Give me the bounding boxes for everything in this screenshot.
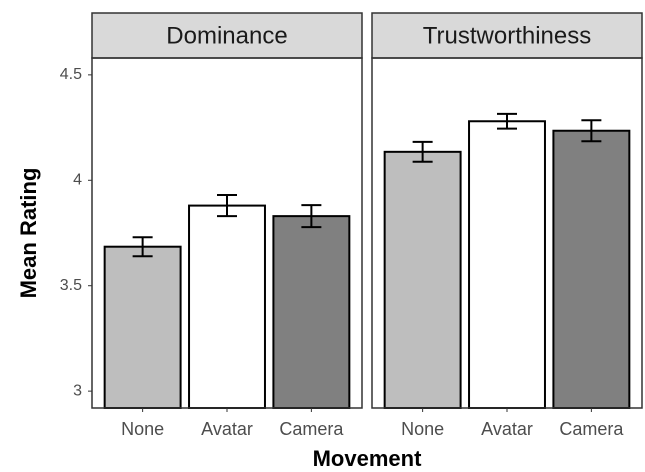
facet-title: Dominance [166, 22, 287, 49]
bar [188, 204, 266, 409]
bar [468, 120, 546, 409]
facet-title: Trustworthiness [423, 22, 592, 49]
x-tick-label: None [121, 419, 164, 439]
bar [272, 215, 351, 409]
error-bar [217, 194, 237, 218]
facet-strip [371, 12, 643, 59]
x-tick-label: Camera [559, 419, 624, 439]
panel-border [371, 57, 643, 409]
y-tick-label: 4 [73, 172, 82, 189]
error-bar [412, 140, 433, 163]
error-bar [497, 112, 517, 130]
bar [552, 129, 631, 409]
facet-strip [91, 12, 363, 59]
x-tick-label: Avatar [481, 419, 533, 439]
error-bar [301, 204, 322, 229]
x-tick-label: Avatar [201, 419, 253, 439]
bar [103, 245, 182, 409]
y-tick-label: 3 [73, 382, 82, 399]
x-tick-label: None [401, 419, 444, 439]
y-tick-label: 4.5 [60, 66, 82, 83]
error-bar [581, 119, 602, 143]
x-tick-label: Camera [279, 419, 344, 439]
y-axis-title: Mean Rating [16, 168, 41, 299]
bar [383, 150, 462, 410]
x-axis-title: Movement [313, 446, 422, 471]
error-bar [132, 236, 153, 258]
y-tick-label: 3.5 [60, 277, 82, 294]
panel-border [91, 57, 363, 409]
